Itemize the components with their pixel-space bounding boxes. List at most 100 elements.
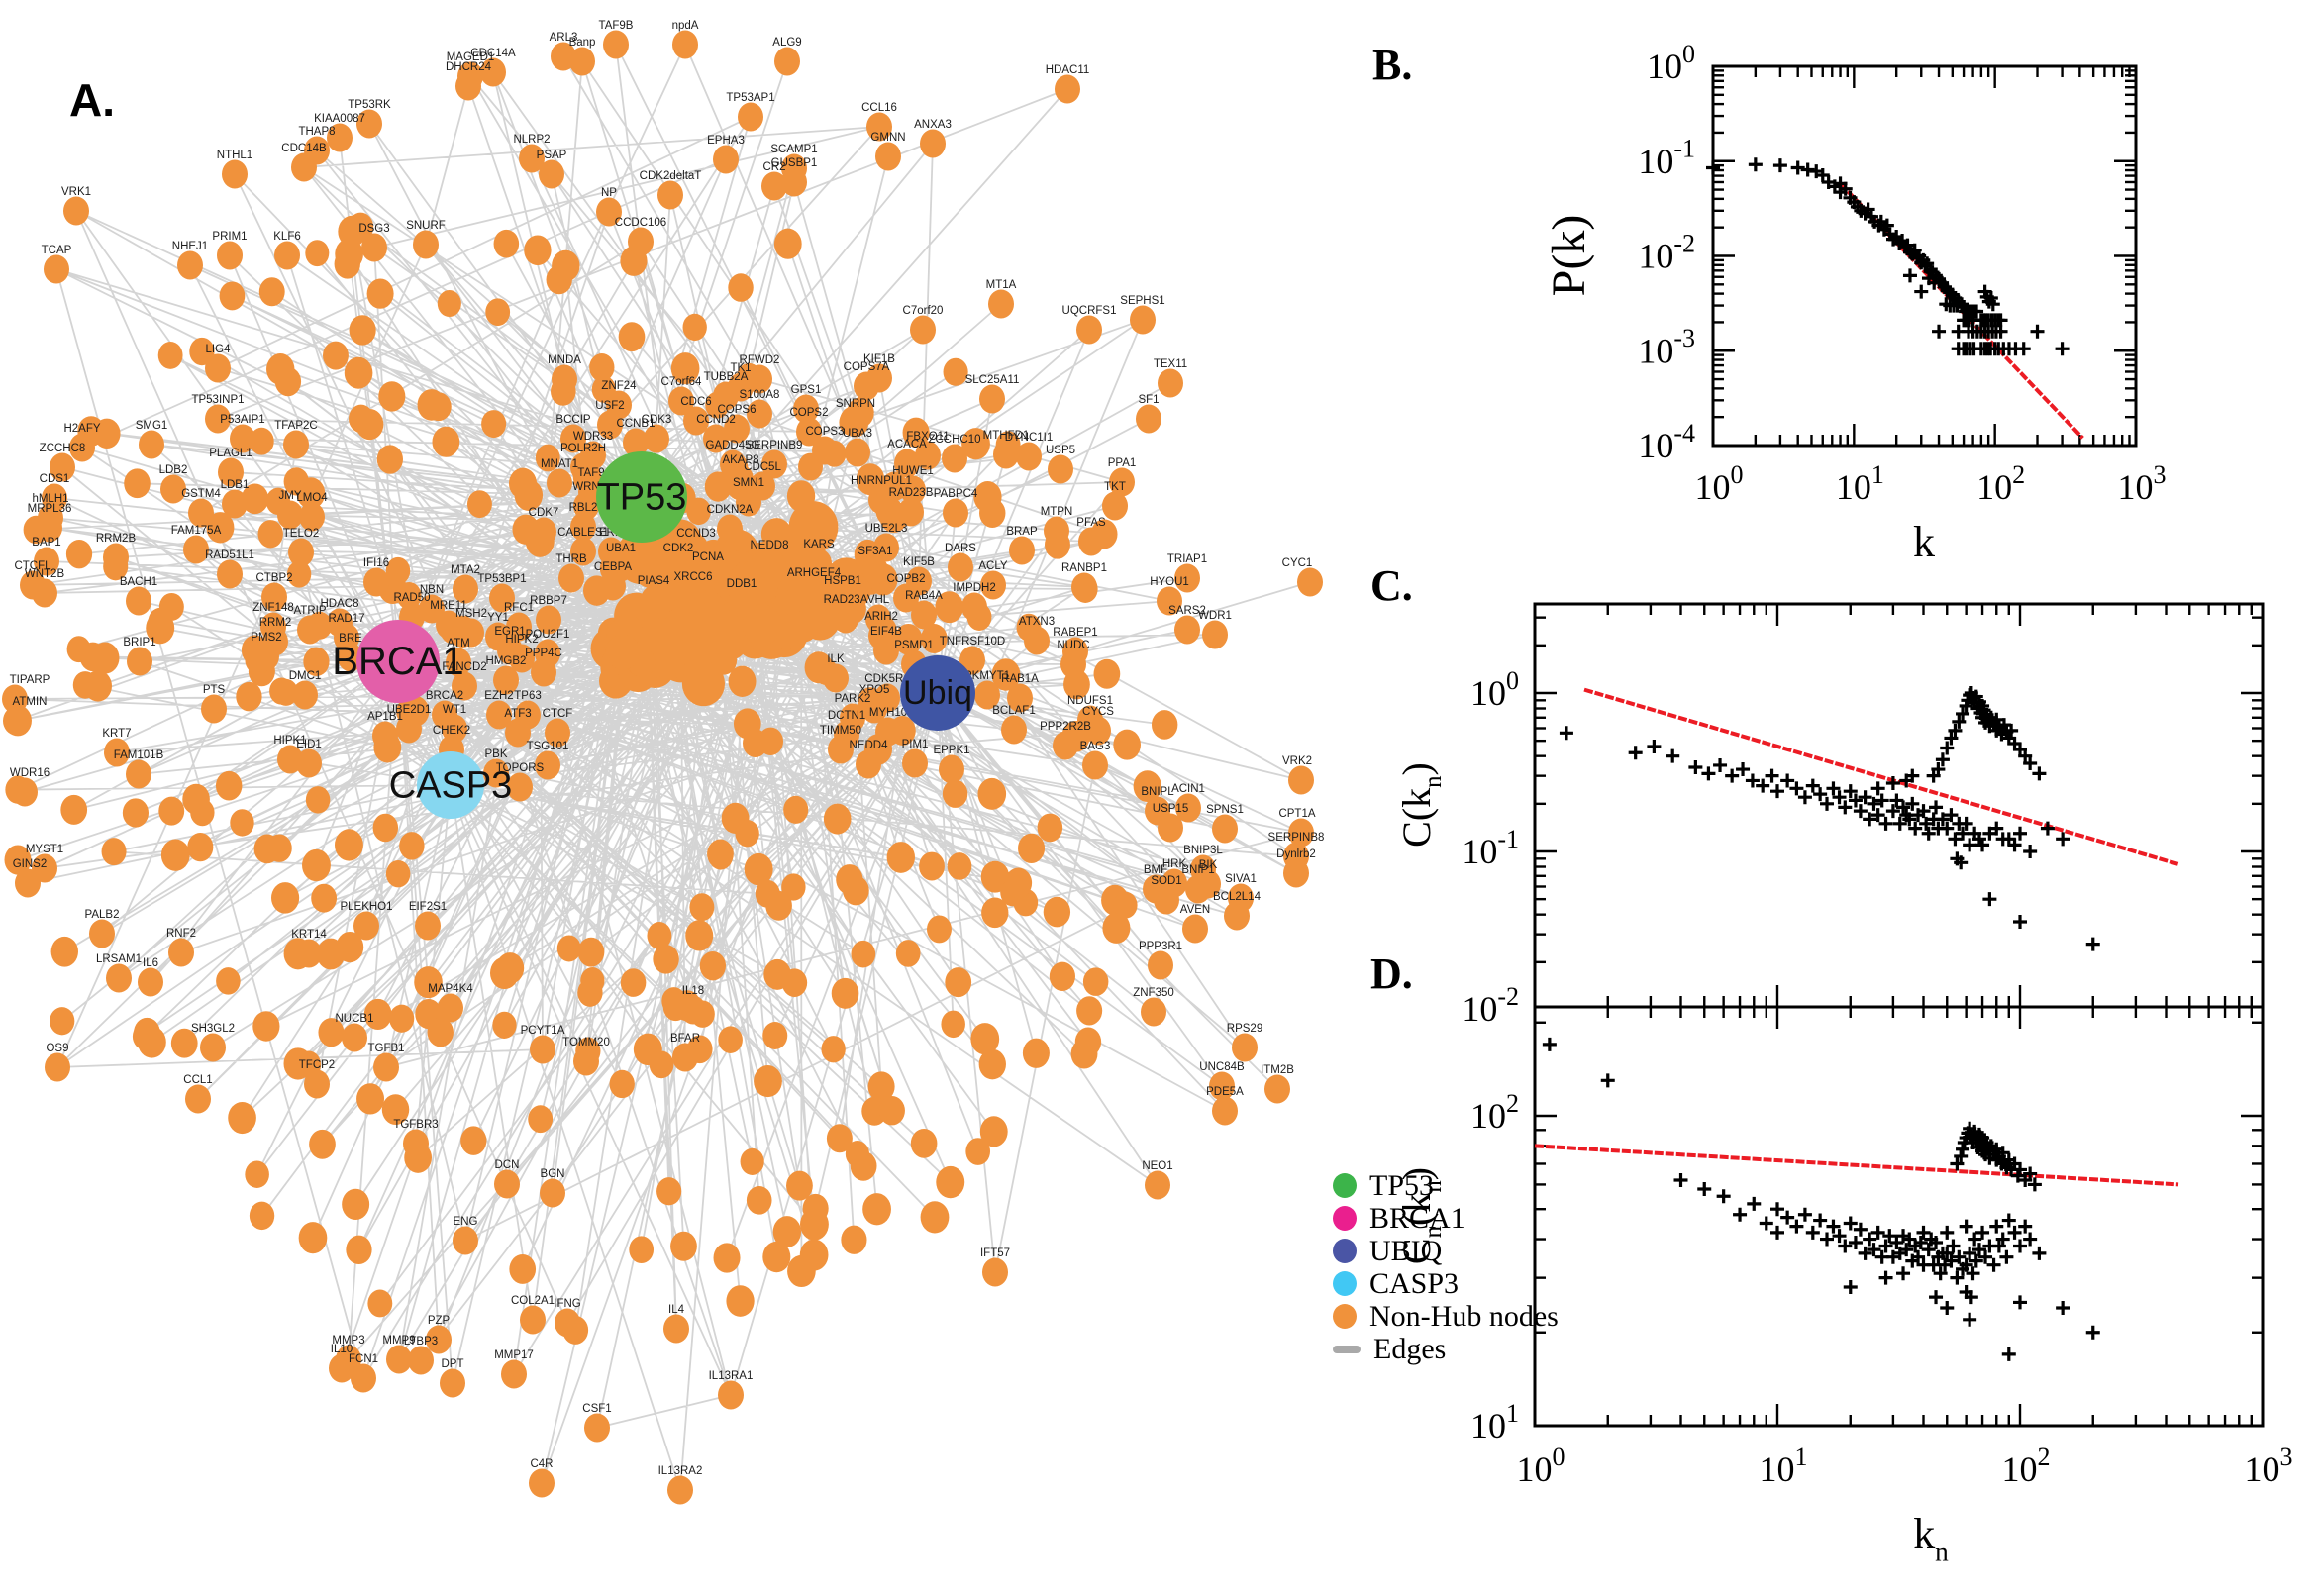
svg-text:101: 101 (1760, 1443, 1808, 1489)
svg-text:DCTN1: DCTN1 (828, 710, 865, 722)
svg-text:DHCR24: DHCR24 (446, 61, 492, 73)
svg-text:Dynlrb2: Dynlrb2 (1276, 848, 1316, 860)
svg-text:BRAP: BRAP (1006, 526, 1038, 538)
svg-text:AKAP8: AKAP8 (722, 454, 758, 466)
svg-text:TP53BP1: TP53BP1 (477, 573, 526, 585)
svg-text:ATF3: ATF3 (504, 708, 531, 720)
svg-text:HDAC8: HDAC8 (321, 598, 359, 610)
panel-b-label: B. (1372, 41, 1413, 89)
svg-text:103: 103 (2118, 460, 2167, 507)
svg-text:102: 102 (2002, 1443, 2051, 1489)
svg-text:TGFB1: TGFB1 (367, 1043, 404, 1054)
x-axis-title: k (1913, 518, 1935, 566)
svg-text:102: 102 (1976, 460, 2025, 507)
svg-text:EIF4B: EIF4B (870, 626, 902, 638)
svg-text:TIPARP: TIPARP (10, 674, 50, 686)
svg-text:ALG9: ALG9 (772, 37, 801, 49)
svg-text:ZNF148: ZNF148 (252, 602, 294, 614)
svg-text:FAM175A: FAM175A (171, 525, 222, 537)
svg-text:PDE5A: PDE5A (1206, 1086, 1244, 1098)
svg-text:YY1: YY1 (487, 612, 509, 624)
legend-label: UBIQ (1369, 1234, 1443, 1267)
legend-label: TP53 (1369, 1168, 1435, 1202)
hub-label: Ubiq (903, 674, 972, 712)
svg-text:PPP4C: PPP4C (525, 648, 562, 659)
svg-text:PBK: PBK (484, 748, 507, 760)
legend-item: CASP3 (1333, 1267, 1559, 1300)
svg-text:COPS6: COPS6 (718, 404, 757, 416)
node-swatch-icon (1333, 1271, 1357, 1296)
axis-tick-labels: 100 101 102 103 100 10-1 10-2 10-3 10-4 (1638, 40, 2166, 507)
svg-text:PPP2R2B: PPP2R2B (1040, 721, 1091, 733)
svg-text:EPPK1: EPPK1 (933, 745, 969, 756)
legend-item: BRCA1 (1333, 1202, 1559, 1235)
svg-text:NEDD4: NEDD4 (850, 740, 889, 751)
svg-text:PARK2: PARK2 (835, 693, 871, 705)
svg-text:NEO1: NEO1 (1142, 1160, 1172, 1172)
svg-text:COL2A1: COL2A1 (511, 1295, 555, 1307)
svg-text:SF3A1: SF3A1 (858, 546, 892, 557)
svg-text:BFAR: BFAR (670, 1033, 700, 1045)
network-nodes (2, 30, 1323, 1505)
svg-text:C4R: C4R (530, 1458, 553, 1470)
svg-text:100: 100 (1695, 460, 1744, 507)
svg-text:TGFBR3: TGFBR3 (393, 1119, 438, 1131)
svg-text:CCNB1: CCNB1 (617, 418, 656, 430)
svg-text:GMNN: GMNN (870, 132, 905, 144)
svg-text:CTBP2: CTBP2 (255, 572, 292, 584)
svg-text:DDB1: DDB1 (727, 578, 758, 590)
svg-text:CEBPA: CEBPA (594, 561, 632, 573)
svg-text:SMN1: SMN1 (733, 477, 764, 489)
y-axis-title: Cn​(kn​) (1394, 1167, 1447, 1264)
svg-text:BGN: BGN (541, 1168, 565, 1180)
svg-text:DPT: DPT (442, 1358, 464, 1370)
svg-text:POLR2H: POLR2H (560, 443, 606, 454)
svg-text:C7orf64: C7orf64 (661, 376, 703, 388)
hub-label: BRCA1 (332, 640, 463, 683)
svg-text:P53AIP1: P53AIP1 (220, 414, 264, 426)
svg-text:UQCRFS1: UQCRFS1 (1062, 305, 1117, 317)
svg-text:CDK2deltaT: CDK2deltaT (640, 170, 702, 182)
legend-item: TP53 (1333, 1169, 1559, 1202)
svg-text:GPS1: GPS1 (791, 384, 822, 396)
svg-text:RABEP1: RABEP1 (1053, 627, 1097, 639)
svg-text:BAG3: BAG3 (1080, 741, 1111, 752)
svg-text:TP53AP1: TP53AP1 (726, 92, 774, 104)
svg-text:RAD23B: RAD23B (889, 487, 934, 499)
svg-text:NDUFS1: NDUFS1 (1067, 695, 1113, 707)
svg-text:ENG: ENG (454, 1216, 478, 1228)
svg-text:MSH2: MSH2 (455, 608, 487, 620)
network-hub-nodes: TP53 BRCA1 Ubiq CASP3 (332, 451, 975, 819)
svg-text:UBA1: UBA1 (606, 543, 636, 554)
svg-text:AP1B1: AP1B1 (367, 711, 403, 723)
svg-text:ATRIP: ATRIP (293, 605, 326, 617)
svg-text:PSAP: PSAP (537, 150, 567, 161)
svg-text:SERPINB8: SERPINB8 (1268, 832, 1325, 844)
svg-text:PMS2: PMS2 (251, 632, 281, 644)
svg-text:CCL16: CCL16 (861, 102, 897, 114)
svg-text:H2AFY: H2AFY (63, 423, 100, 435)
svg-text:BRCA2: BRCA2 (426, 690, 463, 702)
svg-text:ATMIN: ATMIN (13, 696, 48, 708)
svg-text:IL6: IL6 (143, 957, 158, 969)
svg-text:100: 100 (1517, 1443, 1566, 1489)
svg-text:CCND3: CCND3 (676, 528, 716, 540)
svg-text:MYST1: MYST1 (26, 844, 63, 855)
svg-text:SF1: SF1 (1138, 394, 1159, 406)
svg-text:VRK2: VRK2 (1282, 755, 1312, 767)
svg-text:MYH10: MYH10 (869, 707, 907, 719)
svg-text:SH3GL2: SH3GL2 (191, 1023, 235, 1035)
node-swatch-icon (1333, 1304, 1357, 1329)
svg-text:WRN: WRN (572, 481, 599, 493)
svg-text:RPS29: RPS29 (1227, 1023, 1262, 1035)
panel-b-plot: 100 101 102 103 100 10-1 10-2 10-3 10-4 P(k) k (1543, 40, 2167, 566)
svg-text:MAP4K4: MAP4K4 (428, 983, 473, 995)
svg-text:BAP1: BAP1 (32, 537, 60, 549)
svg-text:BCL2L14: BCL2L14 (1213, 891, 1262, 903)
svg-text:BNIP1: BNIP1 (1181, 864, 1214, 876)
svg-text:CDK7: CDK7 (529, 507, 559, 519)
svg-text:TK1: TK1 (730, 362, 751, 374)
svg-text:TIMM50: TIMM50 (820, 725, 861, 737)
